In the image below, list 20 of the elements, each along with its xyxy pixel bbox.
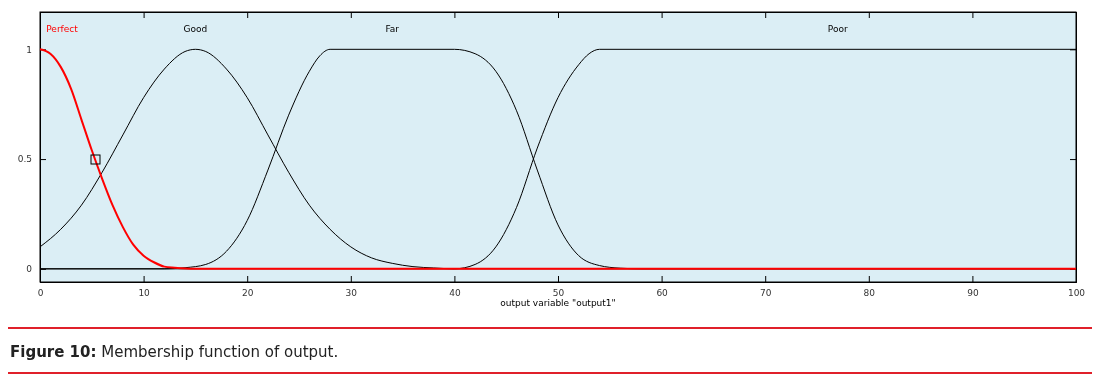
x-tick-label: 70 — [759, 288, 772, 299]
series-label: Poor — [827, 24, 848, 34]
y-tick-label: 0.5 — [17, 154, 32, 165]
x-tick-label: 40 — [449, 288, 461, 299]
x-tick-label: 30 — [345, 288, 358, 299]
x-tick-label: 90 — [967, 288, 979, 299]
x-axis-title: output variable "output1" — [500, 298, 616, 308]
series-label: Far — [385, 24, 400, 34]
x-tick-label: 20 — [241, 288, 254, 299]
series-label: Good — [183, 24, 208, 34]
series-label: Perfect — [46, 24, 79, 34]
x-tick-label: 60 — [656, 288, 669, 299]
x-tick-label: 100 — [1067, 288, 1086, 299]
caption: Figure 10: Membership function of output. — [10, 343, 339, 361]
y-tick-label: 1 — [26, 44, 32, 55]
y-tick-label: 0 — [26, 264, 33, 275]
x-tick-label: 10 — [138, 288, 151, 299]
x-tick-label: 50 — [552, 288, 565, 299]
x-tick-label: 80 — [863, 288, 876, 299]
x-tick-label: 0 — [37, 288, 44, 299]
